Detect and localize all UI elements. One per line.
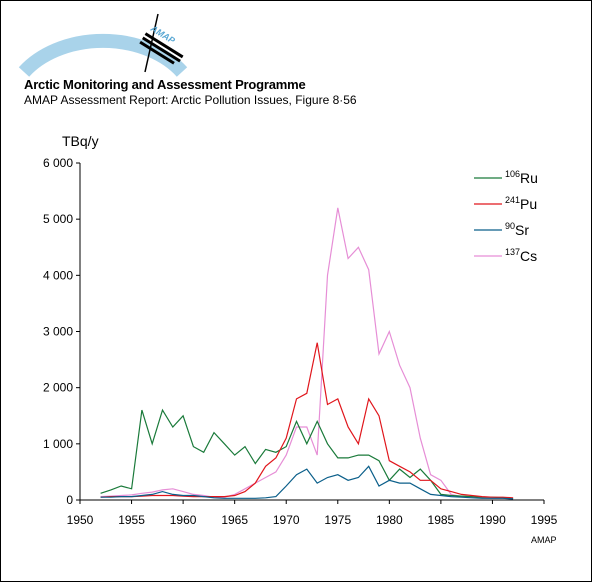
series-line-pu241 <box>100 342 514 499</box>
series-line-cs137 <box>100 207 514 500</box>
legend-mass-number: 241 <box>505 195 520 205</box>
x-tick-label: 1960 <box>170 513 197 527</box>
legend-mass-number: 90 <box>505 221 515 231</box>
series-line-ru106 <box>100 408 514 499</box>
credit-label: AMAP <box>531 535 557 545</box>
y-tick-label: 5 000 <box>43 212 73 226</box>
legend-label-pu241: 241Pu <box>505 195 537 212</box>
x-tick-label: 1950 <box>67 513 94 527</box>
legend-element-symbol: Ru <box>520 170 538 186</box>
amap-logo: AMAP <box>18 13 188 77</box>
x-tick-label: 1985 <box>428 513 455 527</box>
x-tick-label: 1965 <box>221 513 248 527</box>
x-tick-label: 1975 <box>324 513 351 527</box>
series-line-sr90 <box>100 465 514 500</box>
legend-label-sr90: 90Sr <box>505 221 529 238</box>
x-tick-label: 1970 <box>273 513 300 527</box>
legend-label-cs137: 137Cs <box>505 247 537 264</box>
series-lines <box>100 207 514 500</box>
legend-mass-number: 137 <box>505 247 520 257</box>
y-tick-label: 1 000 <box>43 437 73 451</box>
y-tick-label: 2 000 <box>43 381 73 395</box>
legend-mass-number: 106 <box>505 169 520 179</box>
y-tick-label: 3 000 <box>43 325 73 339</box>
legend-element-symbol: Cs <box>520 248 537 264</box>
x-tick-label: 1980 <box>376 513 403 527</box>
x-tick-label: 1955 <box>118 513 145 527</box>
org-title: Arctic Monitoring and Assessment Program… <box>24 77 306 92</box>
legend-element-symbol: Sr <box>515 222 529 238</box>
y-tick-label: 4 000 <box>43 268 73 282</box>
x-tick-label: 1995 <box>531 513 558 527</box>
legend-element-symbol: Pu <box>520 196 537 212</box>
x-tick-label: 1990 <box>479 513 506 527</box>
figure-subtitle: AMAP Assessment Report: Arctic Pollution… <box>24 93 357 107</box>
legend-label-ru106: 106Ru <box>505 169 538 186</box>
axes: 0 1 000 2 000 3 000 4 000 5 000 6 000 1950 1955 1… <box>43 156 558 527</box>
y-axis-unit-label: TBq/y <box>62 133 99 149</box>
y-tick-label: 0 <box>66 493 73 507</box>
y-tick-label: 6 000 <box>43 156 73 170</box>
